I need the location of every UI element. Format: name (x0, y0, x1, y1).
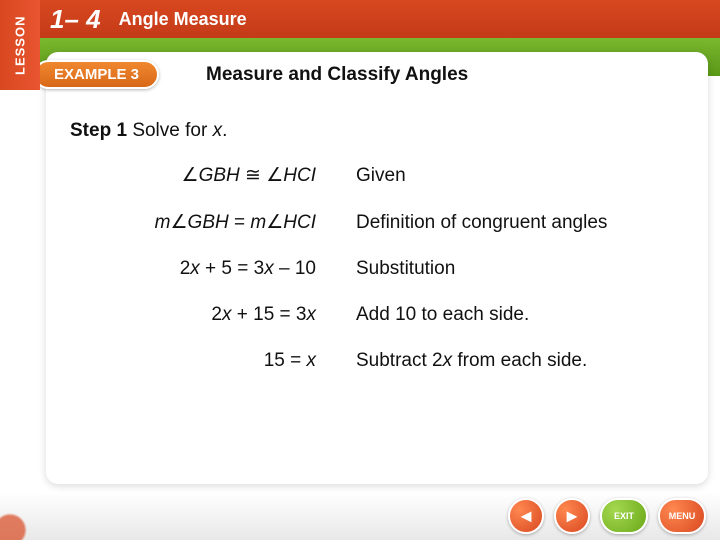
proof-statement: 2x + 5 = 3x – 10 (116, 258, 356, 280)
proof-row: ∠GBH ≅ ∠HCI Given (116, 164, 688, 187)
step-period: . (222, 120, 227, 141)
proof-row: m∠GBH = m∠HCI Definition of congruent an… (116, 211, 688, 234)
step-var: x (213, 120, 223, 141)
proof-reason: Definition of congruent angles (356, 212, 688, 234)
lesson-title: Angle Measure (119, 9, 247, 30)
proof-reason: Add 10 to each side. (356, 304, 688, 326)
proof-statement: ∠GBH ≅ ∠HCI (116, 164, 356, 187)
decorative-swirl (0, 480, 60, 540)
proof-statement: 15 = x (116, 350, 356, 372)
proof-reason: Given (356, 165, 688, 187)
step-label: Step 1 (70, 120, 127, 141)
exit-button[interactable]: EXIT (600, 498, 648, 534)
example-title: Measure and Classify Angles (206, 64, 468, 86)
next-button[interactable]: ► (554, 498, 590, 534)
proof-table: ∠GBH ≅ ∠HCI Given m∠GBH = m∠HCI Definiti… (116, 164, 688, 396)
step-heading: Step 1 Solve for x. (70, 120, 227, 142)
bottom-nav: ◄ ► EXIT MENU (0, 492, 720, 540)
header-bar: LESSON 1– 4 Angle Measure (0, 0, 720, 38)
proof-row: 15 = x Subtract 2x from each side. (116, 350, 688, 372)
lesson-number: 1– 4 (50, 4, 101, 35)
step-text: Solve for (132, 120, 212, 141)
content-card: EXAMPLE 3 Measure and Classify Angles St… (46, 52, 708, 484)
lesson-tab: LESSON (0, 0, 40, 90)
example-badge: EXAMPLE 3 (34, 60, 159, 89)
proof-statement: 2x + 15 = 3x (116, 304, 356, 326)
proof-row: 2x + 15 = 3x Add 10 to each side. (116, 304, 688, 326)
menu-button[interactable]: MENU (658, 498, 706, 534)
proof-statement: m∠GBH = m∠HCI (116, 211, 356, 234)
prev-button[interactable]: ◄ (508, 498, 544, 534)
proof-reason: Substitution (356, 258, 688, 280)
proof-reason: Subtract 2x from each side. (356, 350, 688, 372)
proof-row: 2x + 5 = 3x – 10 Substitution (116, 258, 688, 280)
